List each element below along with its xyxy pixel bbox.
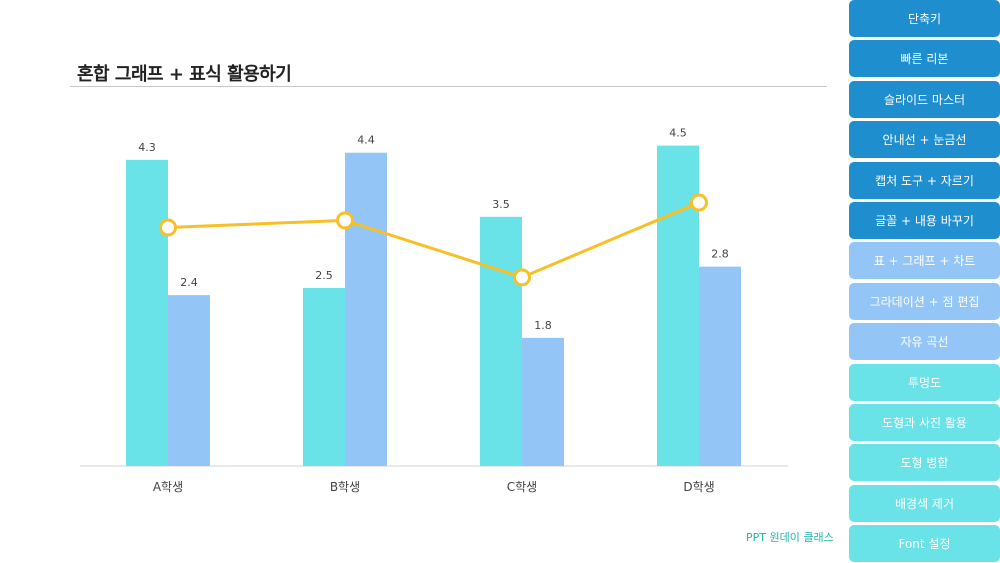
nav-button[interactable]: 빠른 리본 bbox=[849, 40, 1000, 78]
nav-button[interactable]: 배경색 제거 bbox=[849, 484, 1000, 522]
nav-button[interactable]: 그라데이션 + 점 편집 bbox=[849, 282, 1000, 320]
nav-button[interactable]: 단축키 bbox=[849, 0, 1000, 37]
bar-1-0 bbox=[303, 288, 345, 466]
line-marker-3 bbox=[690, 193, 708, 212]
nav-button[interactable]: 글꼴 + 내용 바꾸기 bbox=[849, 202, 1000, 239]
bar-3-0 bbox=[657, 145, 699, 466]
slide: 혼합 그래프 + 표식 활용하기 4.3 2.5 3.5 4.5 2.4 4.4 1.8 2.… bbox=[70, 64, 834, 544]
nav-button[interactable]: 투명도 bbox=[849, 363, 1000, 401]
data-label: 4.5 bbox=[669, 127, 687, 140]
bar-2-0 bbox=[480, 216, 522, 466]
line-marker-2 bbox=[513, 268, 531, 287]
bar-0-0 bbox=[126, 159, 168, 466]
data-label: 4.4 bbox=[357, 134, 375, 147]
nav-button[interactable]: 표 + 그래프 + 차트 bbox=[849, 242, 1000, 280]
category-label: A학생 bbox=[153, 480, 183, 494]
category-label: B학생 bbox=[330, 480, 360, 494]
category-label: D학생 bbox=[683, 480, 714, 494]
line-marker-1 bbox=[336, 211, 354, 230]
data-label: 2.8 bbox=[711, 248, 729, 261]
data-label: 3.5 bbox=[492, 198, 510, 211]
data-label: 2.5 bbox=[315, 269, 333, 282]
data-label: 4.3 bbox=[138, 141, 156, 154]
nav-button[interactable]: 도형과 사진 활용 bbox=[849, 404, 1000, 441]
nav-button[interactable]: Font 설정 bbox=[849, 525, 1000, 563]
nav-button[interactable]: 슬라이드 마스터 bbox=[849, 80, 1000, 118]
bar-0-1 bbox=[168, 295, 210, 466]
line-series bbox=[167, 201, 700, 279]
data-label: 2.4 bbox=[180, 276, 198, 289]
mixed-chart: 4.3 2.5 3.5 4.5 2.4 4.4 1.8 2.8 A학생 B학생 C학생 D학생 bbox=[80, 127, 788, 494]
bar-1-1 bbox=[345, 152, 387, 466]
sidebar-nav: 단축키 빠른 리본 슬라이드 마스터 안내선 + 눈금선 캡처 도구 + 자르기 글꼴 +… bbox=[849, 0, 1000, 563]
footer-text: PPT 원데이 클래스 bbox=[746, 531, 834, 544]
slide-title: 혼합 그래프 + 표식 활용하기 bbox=[77, 64, 292, 85]
bar-3-1 bbox=[699, 266, 741, 466]
title-divider bbox=[70, 86, 827, 87]
bar-2-1 bbox=[522, 337, 564, 466]
line-marker-0 bbox=[159, 218, 177, 237]
nav-button[interactable]: 안내선 + 눈금선 bbox=[849, 121, 1000, 159]
category-label: C학생 bbox=[507, 480, 537, 494]
nav-button[interactable]: 캡처 도구 + 자르기 bbox=[849, 161, 1000, 199]
nav-button[interactable]: 자유 곡선 bbox=[849, 323, 1000, 361]
nav-button[interactable]: 도형 병합 bbox=[849, 444, 1000, 482]
data-label: 1.8 bbox=[534, 319, 552, 332]
